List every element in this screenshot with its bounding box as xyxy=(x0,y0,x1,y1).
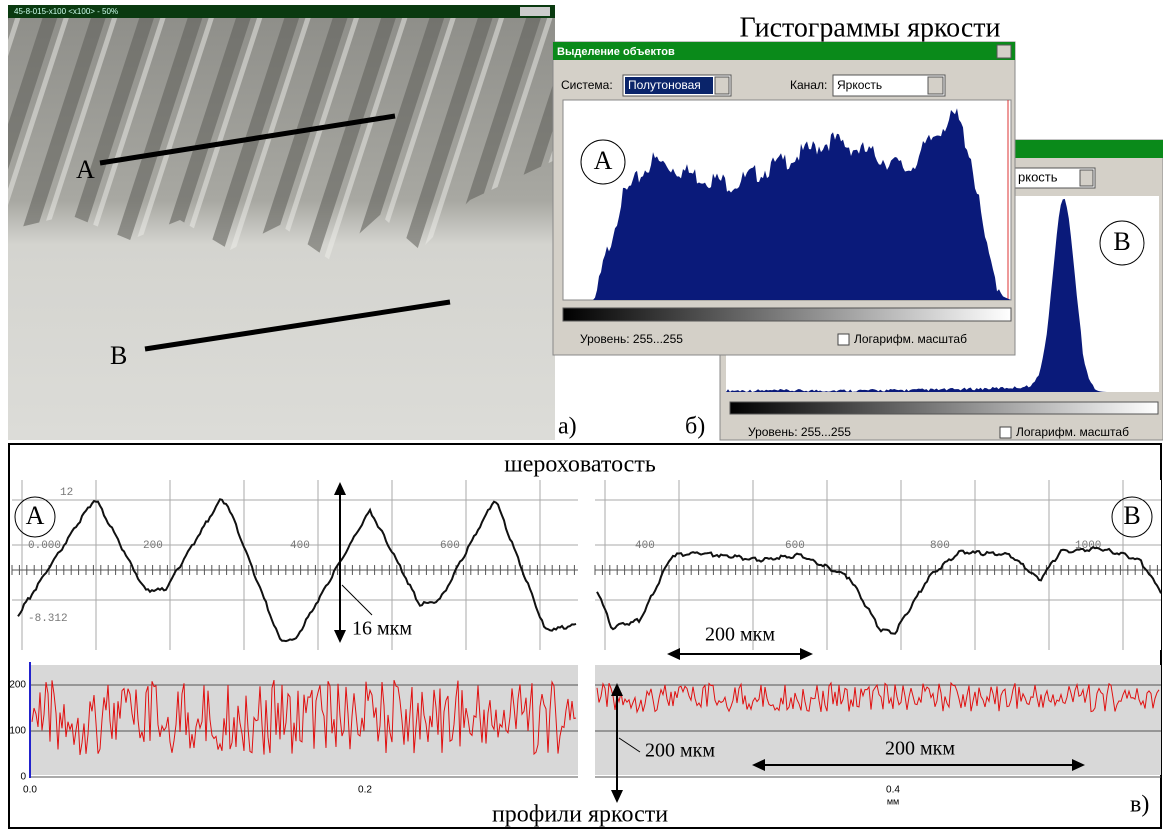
y-tick-label: 200 xyxy=(9,680,26,691)
dropdown[interactable] xyxy=(927,76,944,95)
dropdown[interactable] xyxy=(714,76,730,95)
channel-value: ркость xyxy=(1018,169,1058,184)
gray-scale xyxy=(562,307,1012,322)
annotation: 200 мкм xyxy=(705,624,775,646)
marker: B xyxy=(1123,501,1140,530)
x-tick-label: 200 xyxy=(143,540,163,552)
y-tick-label: 0 xyxy=(20,772,26,783)
histogram xyxy=(563,108,1011,300)
marker-circle xyxy=(1099,220,1145,266)
x-tick-label: 0.2 xyxy=(358,785,372,796)
brightness-right: 0.4мм 200 мкм 200 мкм xyxy=(595,665,1161,806)
x-tick-label: 0.0 xyxy=(23,785,37,796)
channel-value: Яркость xyxy=(837,78,882,92)
window-buttons[interactable] xyxy=(520,7,550,16)
dropdown[interactable] xyxy=(1079,169,1094,187)
x-tick-label: 600 xyxy=(440,540,460,552)
checkbox[interactable] xyxy=(837,333,850,346)
system-label: Система: xyxy=(561,78,613,92)
y-label: -8.312 xyxy=(28,613,68,625)
channel-label: Канал: xyxy=(790,78,827,92)
selection xyxy=(625,77,713,94)
profile-line xyxy=(17,498,577,643)
channel-select[interactable] xyxy=(832,74,946,97)
x-tick-label: 0.4 xyxy=(886,785,900,796)
marker-circle xyxy=(14,496,56,538)
plot-bg xyxy=(12,480,578,650)
leader xyxy=(341,584,373,616)
histogram xyxy=(726,198,1159,392)
line-b xyxy=(144,299,451,352)
label-b: B xyxy=(110,341,127,370)
window-title: 45-8-015-x100 <x100> - 50% xyxy=(14,7,118,16)
log-scale: Логарифм. масштаб xyxy=(1016,425,1129,439)
profile-line xyxy=(596,681,1160,714)
marker: B xyxy=(1113,227,1130,256)
line-a xyxy=(99,113,396,166)
panel-label: в) xyxy=(1130,792,1149,818)
x-tick-label: 800 xyxy=(930,540,950,552)
close-button[interactable] xyxy=(996,44,1012,59)
checkbox[interactable] xyxy=(999,426,1012,439)
level: Уровень: 255...255 xyxy=(580,332,683,346)
marker-circle xyxy=(1111,496,1153,538)
marker: A xyxy=(594,146,613,175)
panel-label: а) xyxy=(558,414,577,440)
gray-scale xyxy=(729,401,1159,415)
arrowhead xyxy=(611,683,623,803)
y-label: 0.000 xyxy=(28,540,61,552)
level: Уровень: 255...255 xyxy=(748,425,851,439)
roughness-title: шероховатость xyxy=(504,452,656,478)
label-a: A xyxy=(76,155,95,184)
micrograph: 45-8-015-x100 <x100> - 50% A B а) xyxy=(8,5,577,440)
x-unit: мм xyxy=(887,796,899,806)
leader xyxy=(618,737,641,753)
roughness-left: 200 400 600 12 0.000 -8.312 A 16 мкм xyxy=(11,480,578,650)
y-tick-label: 100 xyxy=(9,726,26,737)
dialog-titlebar xyxy=(553,42,1015,60)
annotation: 200 мкм xyxy=(645,740,715,762)
brightness-left: 200 100 0 0.0 0.2 xyxy=(9,662,578,796)
profile-line xyxy=(596,545,1162,635)
dialog-title: Выделение объектов xyxy=(557,46,675,58)
plot-bg xyxy=(30,665,578,775)
histograms-title: Гистограммы яркости xyxy=(740,12,1001,43)
y-label: 12 xyxy=(60,487,73,499)
marker-circle xyxy=(580,139,626,185)
profile-line xyxy=(31,679,577,756)
x-tick-label: 600 xyxy=(785,540,805,552)
plot-bg xyxy=(595,480,1161,650)
photo-texture xyxy=(8,18,555,260)
panel-label: б) xyxy=(685,414,705,440)
window-titlebar xyxy=(8,5,555,18)
annotation: 200 мкм xyxy=(885,738,955,760)
dialog-a: Выделение объектов Система: Полутоновая … xyxy=(552,41,1016,356)
annotation: 16 мкм xyxy=(352,618,412,640)
x-tick-label: 400 xyxy=(290,540,310,552)
plot-bg xyxy=(595,665,1161,775)
x-tick-label: 400 xyxy=(635,540,655,552)
brightness-title: профили яркости xyxy=(492,802,668,828)
system-value: Полутоновая xyxy=(628,78,701,92)
marker: A xyxy=(26,501,45,530)
log-scale: Логарифм. масштаб xyxy=(854,332,967,346)
